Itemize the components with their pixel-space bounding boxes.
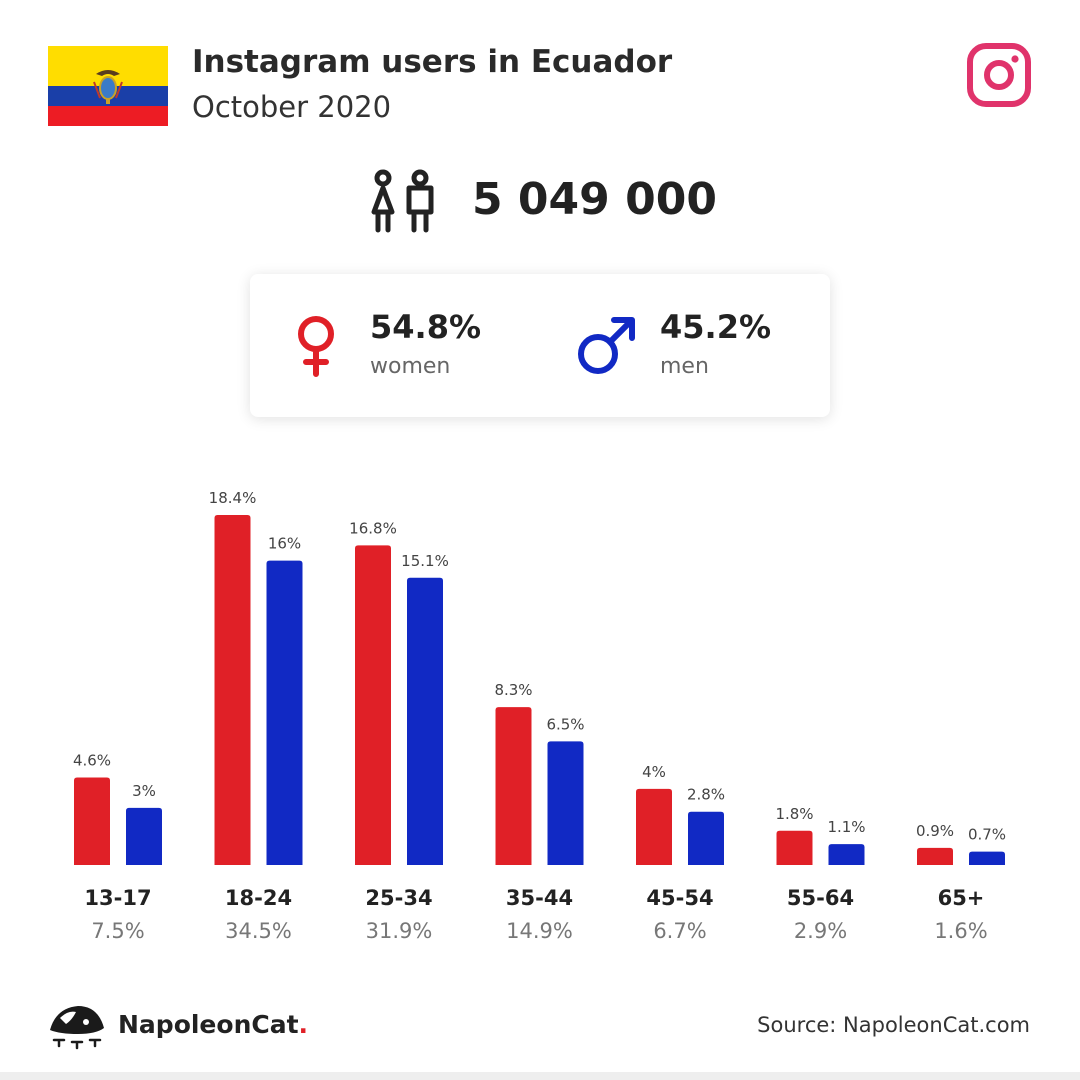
male-symbol-icon [578,317,635,374]
men-label: men [660,354,709,379]
page-title: Instagram users in Ecuador [192,44,673,80]
bar-value-label: 16.8% [349,519,397,537]
bar-women-55-64 [776,830,813,865]
bar-men-13-17 [126,807,162,865]
bar-value-label: 18.4% [209,489,257,507]
page-subtitle: October 2020 [192,90,392,124]
age-group-total: 2.9% [794,919,847,943]
age-group-total: 7.5% [91,919,144,943]
bar-men-18-24 [266,560,303,865]
age-group-total: 34.5% [225,919,292,943]
women-percent: 54.8% [370,308,482,346]
people-icon [371,169,434,233]
age-group-total: 6.7% [653,919,706,943]
bar-men-65+ [969,851,1005,865]
bar-women-45-54 [636,788,672,865]
napoleoncat-logo-icon [50,1006,104,1050]
bottom-divider [0,1072,1080,1080]
total-users-value: 5 049 000 [472,174,717,225]
bar-value-label: 6.5% [546,715,584,733]
bar-women-13-17 [74,777,110,865]
source-text: Source: NapoleonCat.com [757,1013,1030,1037]
age-group-label: 13-17 [84,886,151,910]
age-group-total: 31.9% [366,919,433,943]
bar-value-label: 2.8% [687,786,725,804]
coat-of-arms-icon [93,70,123,104]
bar-value-label: 0.7% [968,826,1006,844]
bar-value-label: 4% [642,763,666,781]
bar-men-45-54 [688,811,724,865]
bar-men-55-64 [828,844,865,865]
bar-women-18-24 [214,515,251,865]
bar-value-label: 8.3% [494,681,532,699]
age-group-label: 65+ [938,886,985,910]
age-group-label: 55-64 [787,886,854,910]
ecuador-flag-icon [48,46,168,126]
age-group-total: 1.6% [934,919,987,943]
bar-value-label: 15.1% [401,552,449,570]
bar-value-label: 1.1% [827,818,865,836]
female-symbol-icon [298,316,334,377]
instagram-icon[interactable] [966,42,1032,108]
age-gender-bar-chart: 4.6% 3% 13-17 7.5% 18.4% 16% 18-24 34.5% 16.8%15… [73,489,1006,943]
bar-value-label: 1.8% [775,805,813,823]
bar-men-35-44 [547,741,584,865]
brand-name: NapoleonCat. [118,1010,309,1039]
age-group-label: 25-34 [365,886,432,910]
total-users-block: 5 049 000 [368,168,768,238]
women-label: women [370,354,451,379]
age-group-label: 45-54 [646,886,713,910]
men-percent: 45.2% [660,308,772,346]
age-group-label: 18-24 [225,886,292,910]
age-group-label: 35-44 [506,886,573,910]
bar-women-25-34 [355,545,391,865]
bar-value-label: 0.9% [916,822,954,840]
bar-women-35-44 [495,707,532,865]
bar-value-label: 4.6% [73,752,111,770]
bar-value-label: 3% [132,782,156,800]
brand-dot: . [298,1010,309,1039]
bar-women-65+ [917,847,953,865]
bar-value-label: 16% [268,535,301,553]
bar-men-25-34 [407,577,443,865]
gender-split-card: 54.8% women 45.2% men [250,274,830,417]
age-group-total: 14.9% [506,919,573,943]
